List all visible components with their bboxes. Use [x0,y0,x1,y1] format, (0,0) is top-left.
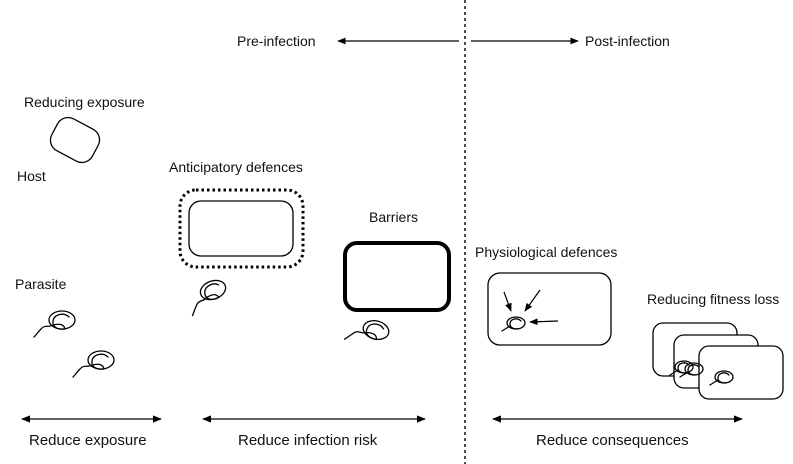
parasite-icon [33,310,76,338]
post-infection-label: Post-infection [585,33,670,49]
host-cell-anticipatory [188,200,294,257]
reduce-exposure-label: Reduce exposure [29,432,147,449]
immune-response-arrow [524,289,541,312]
host-cell-stack [698,345,784,400]
parasite-icon [72,350,115,378]
reducing-fitness-loss-label: Reducing fitness loss [647,291,779,307]
pre-infection-label: Pre-infection [237,33,316,49]
parasite-icon [343,313,392,351]
reduce-infection-risk-label: Reduce infection risk [238,432,378,449]
host-cell-barrier [343,241,451,312]
parasite-label: Parasite [15,276,67,292]
reduce-consequences-label: Reduce consequences [536,432,689,449]
anticipatory-defences-label: Anticipatory defences [169,159,303,175]
barriers-label: Barriers [369,209,418,225]
host-label: Host [17,168,46,184]
reducing-exposure-label: Reducing exposure [24,94,145,110]
immune-response-arrow [503,291,512,312]
host-cell-physiological [487,272,612,346]
host-icon [49,116,101,164]
parasite-icon [182,276,232,317]
physiological-defences-label: Physiological defences [475,244,617,260]
anticipatory-defence-boundary [178,188,305,269]
immune-response-arrow [529,318,559,326]
